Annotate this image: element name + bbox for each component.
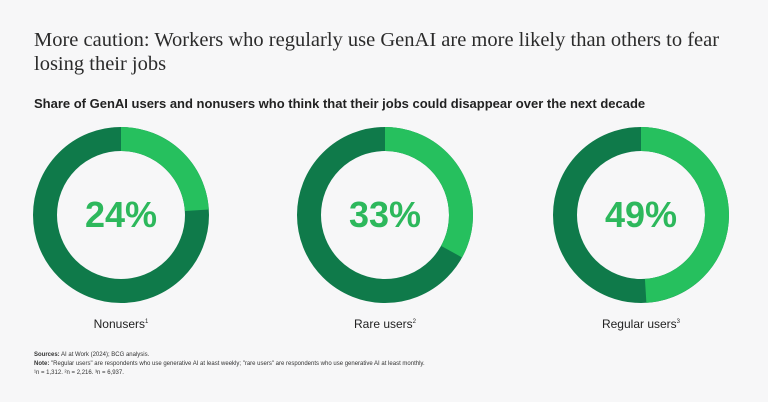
footnote-marker-rare-users: 2 — [412, 319, 417, 325]
sample-sizes: ¹n = 1,312. ²n = 2,216. ³n = 6,937. — [34, 370, 124, 376]
donut-svg-regular-users — [553, 127, 729, 303]
footnote-marker-regular-users: 3 — [676, 319, 681, 325]
note-text: "Regular users" are respondents who use … — [51, 361, 425, 367]
category-name-rare-users: Rare users — [353, 317, 413, 331]
chart-title: More caution: Workers who regularly use … — [34, 29, 720, 75]
donut-slice-nonusers — [33, 127, 209, 303]
category-label-nonusers: Nonusers1 — [33, 317, 209, 331]
note-label: Note: — [34, 361, 50, 367]
donut-value-rare-users: 33% — [348, 194, 422, 235]
chart-footnotes: Sources: AI at Work (2024); BCG analysis… — [34, 351, 734, 378]
chart-subtitle: Share of GenAI users and nonusers who th… — [34, 96, 646, 111]
category-label-regular-users: Regular users3 — [553, 317, 729, 331]
category-name-nonusers: Nonusers — [93, 317, 145, 331]
donut-chart-rare-users: 33% — [297, 127, 473, 303]
donut-slice-rare-users — [297, 127, 473, 303]
donut-svg-rare-users — [297, 127, 473, 303]
donut-value-nonusers: 24% — [84, 194, 158, 235]
donut-chart-nonusers: 24% — [33, 127, 209, 303]
sources-text: AI at Work (2024); BCG analysis. — [61, 352, 150, 358]
donut-slice-regular-users — [553, 127, 729, 303]
category-name-regular-users: Regular users — [601, 317, 677, 331]
sources-label: Sources: — [34, 352, 60, 358]
footnote-marker-nonusers: 1 — [145, 319, 149, 325]
category-label-rare-users: Rare users2 — [297, 317, 473, 331]
donut-chart-regular-users: 49% — [553, 127, 729, 303]
donut-svg-nonusers — [33, 127, 209, 303]
note-line: Note: "Regular users" are respondents wh… — [34, 360, 734, 369]
donut-value-regular-users: 49% — [604, 194, 678, 235]
sources-line: Sources: AI at Work (2024); BCG analysis… — [34, 351, 734, 360]
